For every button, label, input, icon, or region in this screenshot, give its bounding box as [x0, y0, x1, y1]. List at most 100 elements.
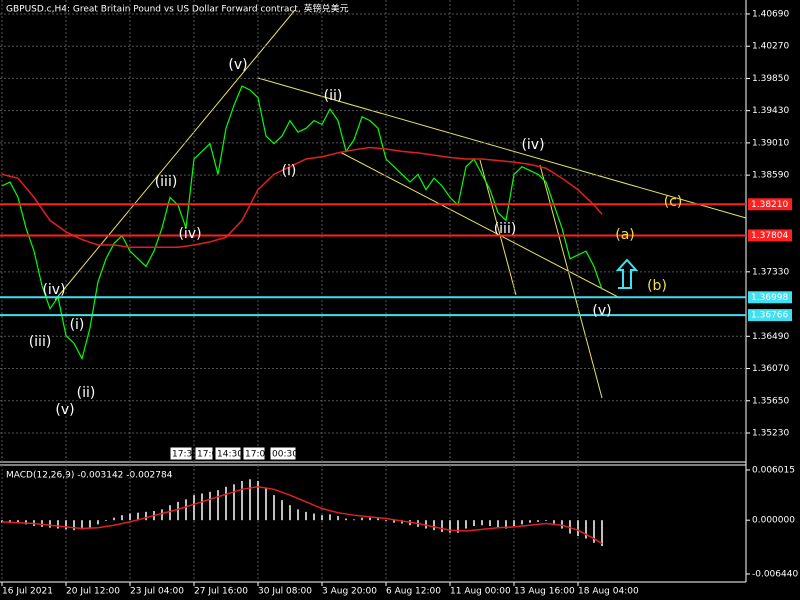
histogram-bar	[209, 491, 211, 521]
wave-label: (c)	[664, 194, 683, 210]
histogram-bar	[569, 520, 571, 534]
wave-label: (b)	[647, 278, 667, 294]
y-tick-label: 1.39850	[752, 74, 789, 84]
histogram-bar	[553, 520, 555, 524]
wave-label: (v)	[592, 303, 611, 319]
histogram-bar	[449, 520, 451, 533]
x-tick-label: 3 Aug 20:00	[322, 587, 377, 597]
histogram-bar	[457, 520, 459, 533]
histogram-bar	[361, 517, 363, 521]
wave-label: (iv)	[42, 282, 65, 298]
histogram-bar	[81, 520, 83, 530]
histogram-bar	[129, 513, 131, 521]
histogram-bar	[217, 490, 219, 521]
histogram-bar	[561, 520, 563, 529]
y-tick-label: 1.36070	[752, 364, 789, 374]
histogram-bar	[521, 520, 523, 525]
y-tick-label: 1.35650	[752, 396, 789, 406]
x-tick-label: 20 Jul 12:00	[66, 587, 120, 597]
histogram-bar	[513, 520, 515, 527]
level-label: 1.38210	[751, 200, 788, 210]
macd-title: MACD(12,26,9) -0.003142 -0.002784	[6, 471, 173, 481]
histogram-bar	[1, 520, 3, 523]
histogram-bar	[289, 505, 291, 521]
histogram-bar	[481, 520, 483, 526]
histogram-bar	[97, 520, 99, 525]
y-tick-label: 1.39430	[752, 106, 789, 116]
histogram-bar	[225, 486, 227, 521]
time-marker-bg	[242, 446, 266, 461]
histogram-bar	[297, 509, 299, 521]
series-line	[1, 85, 603, 361]
x-tick-label: 11 Aug 00:00	[450, 587, 511, 597]
histogram-bar	[305, 511, 307, 521]
time-marker: 17:0	[197, 450, 217, 460]
level-label: 1.36998	[751, 293, 788, 303]
x-tick-label: 16 Jul 2021	[2, 587, 53, 597]
y-tick-label: 1.35230	[752, 428, 789, 438]
histogram-bar	[313, 513, 315, 521]
histogram-bar	[57, 520, 59, 529]
time-marker-bg	[194, 446, 214, 461]
wave-label: (i)	[282, 163, 297, 179]
histogram-bar	[345, 518, 347, 521]
wave-label: (i)	[70, 317, 85, 333]
time-marker: 17:0	[245, 450, 265, 460]
x-tick-label: 18 Aug 04:00	[578, 587, 639, 597]
histogram-bar	[593, 520, 595, 543]
histogram-bar	[337, 516, 339, 521]
histogram-bar	[601, 520, 603, 547]
histogram-bar	[369, 517, 371, 521]
level-label-bg	[748, 291, 792, 304]
wave-label: (ii)	[77, 385, 96, 401]
histogram-bar	[121, 515, 123, 521]
histogram-bar	[265, 488, 267, 521]
wave-label: (iv)	[521, 137, 544, 153]
histogram-bar	[353, 519, 355, 521]
histogram-bar	[161, 509, 163, 521]
x-tick-label: 30 Jul 08:00	[258, 587, 312, 597]
time-marker: 17:3	[172, 450, 192, 460]
histogram-bar	[201, 493, 203, 521]
histogram-bar	[145, 511, 147, 521]
y-tick-label: 1.39010	[752, 138, 789, 148]
series-line	[1, 146, 603, 249]
time-marker: 00:30	[272, 450, 298, 460]
histogram-bar	[377, 518, 379, 521]
time-marker-bg	[214, 446, 242, 461]
histogram-bar	[281, 500, 283, 521]
y-tick-label: 0.006015	[752, 465, 795, 475]
histogram-bar	[177, 501, 179, 521]
histogram-bar	[49, 520, 51, 528]
histogram-bar	[193, 495, 195, 521]
y-tick-label: 1.36490	[752, 332, 789, 342]
histogram-bar	[65, 520, 67, 530]
histogram-bar	[113, 517, 115, 521]
x-tick-label: 27 Jul 16:00	[194, 587, 248, 597]
histogram-bar	[9, 520, 11, 523]
wave-label: (v)	[55, 402, 74, 418]
time-marker: 14:30	[217, 450, 243, 460]
wave-label: (iii)	[29, 334, 52, 350]
histogram-bar	[441, 520, 443, 532]
histogram-bar	[73, 520, 75, 531]
histogram-bar	[329, 514, 331, 521]
histogram-bar	[537, 520, 539, 522]
wave-label: (iv)	[178, 226, 201, 242]
histogram-bar	[529, 520, 531, 523]
histogram-bar	[489, 520, 491, 527]
time-marker-bg	[269, 446, 297, 461]
wave-label: (a)	[615, 227, 635, 243]
histogram-bar	[321, 515, 323, 521]
histogram-bar	[169, 505, 171, 521]
histogram-bar	[401, 520, 403, 524]
histogram-bar	[241, 480, 243, 521]
histogram-bar	[273, 495, 275, 521]
y-tick-label: 1.38590	[752, 171, 789, 181]
histogram-bar	[425, 520, 427, 529]
y-tick-label: 0.000000	[752, 516, 795, 526]
histogram-bar	[577, 520, 579, 537]
wave-label: (iii)	[494, 221, 517, 237]
histogram-bar	[505, 520, 507, 529]
histogram-bar	[545, 520, 547, 522]
